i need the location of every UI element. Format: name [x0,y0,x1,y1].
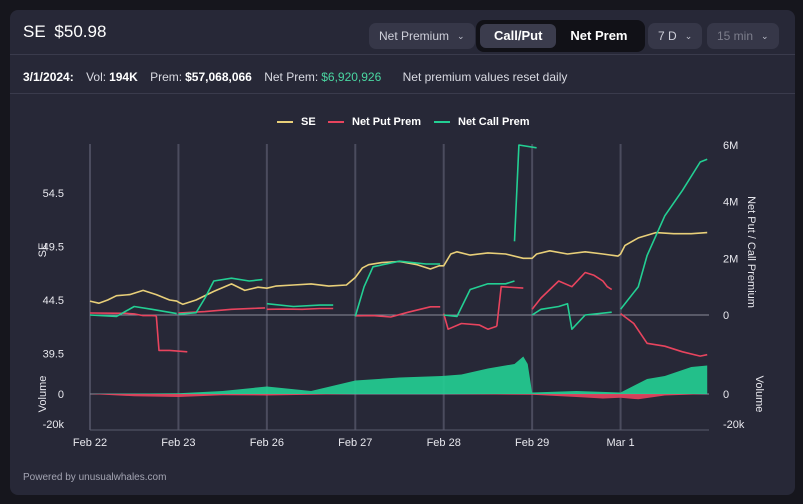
volume-right-axis-title: Volume [753,376,765,413]
premium-toggle: Call/Put Net Prem [476,20,646,52]
legend-label-se: SE [301,116,316,128]
se-price-line [89,231,708,306]
y-right-tick-label: 6M [723,140,738,152]
x-tick-label: Feb 22 [73,437,107,449]
y-right-tick-label: 0 [723,310,729,322]
x-tick-label: Feb 28 [427,437,461,449]
net-put-prem-line [442,313,498,331]
reset-note: Net premium values reset daily [402,70,568,84]
volume-call-area [90,356,708,394]
net-put-prem-line [89,312,157,317]
interval-dropdown-label: 15 min [717,29,754,43]
y-left-tick-label: 44.5 [43,295,64,307]
net-call-prem-line [266,302,334,308]
y-right-tick-label: 4M [723,197,738,209]
volume-left-tick-label: -20k [43,419,65,431]
net-put-prem-line [620,312,708,357]
x-tick-label: Mar 1 [607,437,635,449]
y-left-tick-label: 49.5 [43,242,64,254]
y-left-axis-title: SE [37,243,49,258]
chevron-down-icon: ⌄ [457,30,465,41]
legend-item-call[interactable]: Net Call Prem [434,116,530,128]
vol-label: Vol: [86,70,107,84]
y-left-tick-label: 54.5 [43,188,64,200]
net-put-prem-line [178,307,266,314]
toggle-call-put[interactable]: Call/Put [480,24,557,48]
y-left-tick-label: 39.5 [43,349,64,361]
prem-label: Prem: [150,70,183,84]
legend-swatch-se [277,121,293,123]
header-divider [10,54,795,55]
volume-right-tick-label: 0 [723,389,729,401]
volume-left-axis-title: Volume [37,376,49,413]
x-tick-label: Feb 27 [338,437,372,449]
info-divider [10,93,795,94]
toggle-net-prem[interactable]: Net Prem [570,28,628,43]
summary-bar: 3/1/2024: Vol: 194K Prem: $57,068,066 Net … [23,70,576,84]
net-put-prem-line [155,315,188,353]
summary-date: 3/1/2024: [23,70,74,84]
footer-credit: Powered by unusualwhales.com [23,472,167,483]
legend-swatch-put [328,121,344,123]
net-call-prem-line [619,158,708,310]
x-tick-label: Feb 26 [250,437,284,449]
net-call-prem-line [89,305,177,318]
chevron-down-icon: ⌄ [684,30,693,41]
metric-dropdown[interactable]: Net Premium ⌄ [369,23,475,49]
prem-value: $57,068,066 [185,70,252,84]
interval-dropdown[interactable]: 15 min ⌄ [707,23,779,49]
net-call-prem-line [178,277,263,315]
chevron-down-icon: ⌄ [761,30,769,41]
range-dropdown-label: 7 D [658,29,677,43]
legend-label-put: Net Put Prem [352,116,422,128]
legend-item-se[interactable]: SE [277,116,316,128]
options-flow-card: SE $50.98 Net Premium ⌄ Call/Put Net Pre… [10,10,795,495]
net-put-prem-line [531,271,613,310]
net-put-prem-line [266,307,334,311]
range-dropdown[interactable]: 7 D ⌄ [648,23,703,49]
volume-left-tick-label: 0 [58,389,64,401]
volume-put-area [90,394,708,400]
y-right-tick-label: 2M [723,253,738,265]
ticker-header: SE $50.98 [23,22,106,42]
vol-value: 194K [109,70,138,84]
metric-dropdown-label: Net Premium [379,29,450,43]
net-prem-value: $6,920,926 [321,70,382,84]
ticker-symbol: SE [23,22,46,41]
net-put-prem-line [496,285,524,327]
net-call-prem-line [513,144,537,242]
net-call-prem-line [354,260,441,317]
net-prem-label: Net Prem: [264,70,319,84]
legend-label-call: Net Call Prem [458,116,530,128]
ticker-price: $50.98 [54,22,107,41]
volume-right-tick-label: -20k [723,419,745,431]
x-tick-label: Feb 29 [515,437,549,449]
legend-swatch-call [434,121,450,123]
x-tick-label: Feb 23 [161,437,195,449]
legend-item-put[interactable]: Net Put Prem [328,116,421,128]
net-call-prem-line [443,280,515,318]
net-call-prem-line [531,302,612,331]
y-right-axis-title: Net Put / Call Premium [745,196,757,308]
net-put-prem-line [355,305,441,318]
